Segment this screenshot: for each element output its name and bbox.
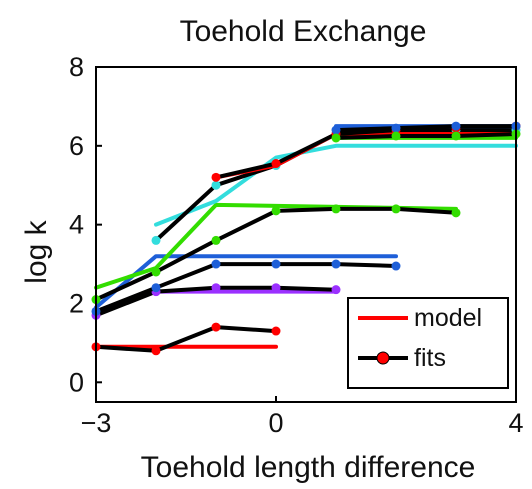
fit-point bbox=[272, 283, 281, 292]
fit-point bbox=[272, 260, 281, 269]
x-tick-label: −3 bbox=[81, 408, 112, 438]
fit-point bbox=[212, 283, 221, 292]
fit-point bbox=[272, 206, 281, 215]
x-axis-label: Toehold length difference bbox=[141, 451, 476, 484]
fit-point bbox=[212, 181, 221, 190]
fit-point bbox=[212, 260, 221, 269]
fit-point bbox=[332, 260, 341, 269]
fit-point bbox=[392, 124, 401, 133]
fit-point bbox=[212, 323, 221, 332]
fit-point bbox=[152, 236, 161, 245]
fit-point bbox=[392, 204, 401, 213]
fit-point bbox=[452, 122, 461, 131]
fit-point bbox=[452, 131, 461, 140]
fit-point bbox=[152, 346, 161, 355]
x-tick-label: 4 bbox=[508, 408, 523, 438]
fit-point bbox=[272, 327, 281, 336]
y-tick-label: 0 bbox=[69, 367, 84, 397]
y-axis-label: log k bbox=[20, 219, 53, 283]
fit-point bbox=[452, 208, 461, 217]
y-tick-label: 2 bbox=[69, 288, 84, 318]
legend-label: model bbox=[414, 304, 482, 332]
fit-point bbox=[332, 126, 341, 135]
fit-point bbox=[152, 267, 161, 276]
fit-point bbox=[272, 159, 281, 168]
fit-point bbox=[332, 133, 341, 142]
legend-marker bbox=[377, 352, 389, 364]
fit-point bbox=[212, 173, 221, 182]
fit-point bbox=[332, 285, 341, 294]
series-1 bbox=[92, 323, 281, 356]
fit-point bbox=[392, 131, 401, 140]
x-tick-label: 0 bbox=[268, 408, 283, 438]
y-tick-label: 6 bbox=[69, 131, 84, 161]
y-tick-label: 8 bbox=[69, 52, 84, 82]
fit-point bbox=[332, 204, 341, 213]
legend: model fits bbox=[348, 298, 508, 388]
chart-title: Toehold Exchange bbox=[180, 15, 427, 48]
y-tick-label: 4 bbox=[69, 210, 84, 240]
legend-label: fits bbox=[414, 344, 446, 372]
fit-point bbox=[212, 236, 221, 245]
fit-point bbox=[392, 262, 401, 271]
series-2 bbox=[92, 283, 341, 320]
fit-point bbox=[152, 283, 161, 292]
series-5 bbox=[152, 126, 521, 245]
